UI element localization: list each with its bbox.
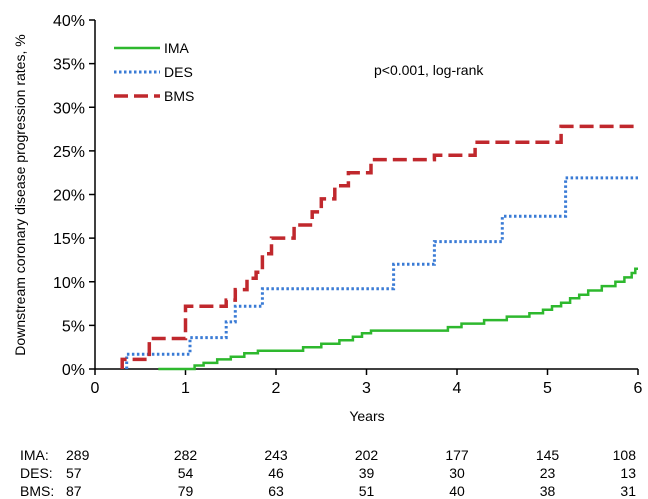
risk-value: 108 (613, 447, 637, 463)
risk-value: 63 (268, 483, 284, 499)
risk-value: 51 (359, 483, 375, 499)
risk-table: IMA: 289 282 243 202 177 145 108 DES: 57 54 46 39 30 2… (20, 447, 636, 499)
x-tick-label: 3 (362, 380, 371, 397)
risk-row-label: DES: (20, 465, 53, 481)
legend-label-ima: IMA (164, 40, 190, 56)
y-tick-label: 35% (53, 57, 85, 74)
risk-value: 39 (359, 465, 375, 481)
x-tick-label: 0 (91, 380, 100, 397)
legend-label-bms: BMS (164, 88, 194, 104)
risk-value: 40 (449, 483, 465, 499)
x-tick-label: 2 (272, 380, 281, 397)
y-tick-label: 15% (53, 231, 85, 248)
risk-value: 13 (620, 465, 636, 481)
x-tick-label: 6 (634, 380, 643, 397)
legend-label-des: DES (164, 64, 193, 80)
y-tick-label: 30% (53, 100, 85, 117)
series-line-des (125, 176, 638, 369)
y-tick-label: 10% (53, 275, 85, 292)
risk-value: 46 (268, 465, 284, 481)
p-value-annotation: p<0.001, log-rank (374, 62, 484, 78)
y-tick-label: 20% (53, 188, 85, 205)
plot-series (120, 124, 638, 371)
risk-value: 177 (445, 447, 469, 463)
y-axis-title: Downstream coronary disease progression … (12, 34, 28, 355)
x-tick-label: 4 (453, 380, 462, 397)
risk-value: 79 (178, 483, 194, 499)
risk-value: 243 (264, 447, 288, 463)
y-tick-label: 25% (53, 144, 85, 161)
risk-value: 54 (178, 465, 194, 481)
risk-value: 202 (355, 447, 379, 463)
risk-value: 87 (66, 483, 82, 499)
x-tick-label: 5 (543, 380, 552, 397)
risk-value: 30 (449, 465, 465, 481)
risk-value: 57 (66, 465, 82, 481)
x-tick-label: 1 (181, 380, 190, 397)
risk-row-label: IMA: (20, 447, 49, 463)
y-tick-label: 40% (53, 13, 85, 30)
risk-row-label: BMS: (20, 483, 54, 499)
risk-value: 31 (620, 483, 636, 499)
y-tick-label: 0% (62, 362, 85, 379)
risk-value: 145 (536, 447, 560, 463)
series-line-ima (158, 267, 638, 371)
series-line-bms (120, 124, 638, 369)
risk-value: 282 (174, 447, 198, 463)
risk-value: 23 (540, 465, 556, 481)
risk-value: 38 (540, 483, 556, 499)
y-tick-label: 5% (62, 318, 85, 335)
risk-value: 289 (66, 447, 90, 463)
legend: IMA DES BMS (114, 40, 194, 104)
x-axis-title: Years (349, 408, 384, 424)
